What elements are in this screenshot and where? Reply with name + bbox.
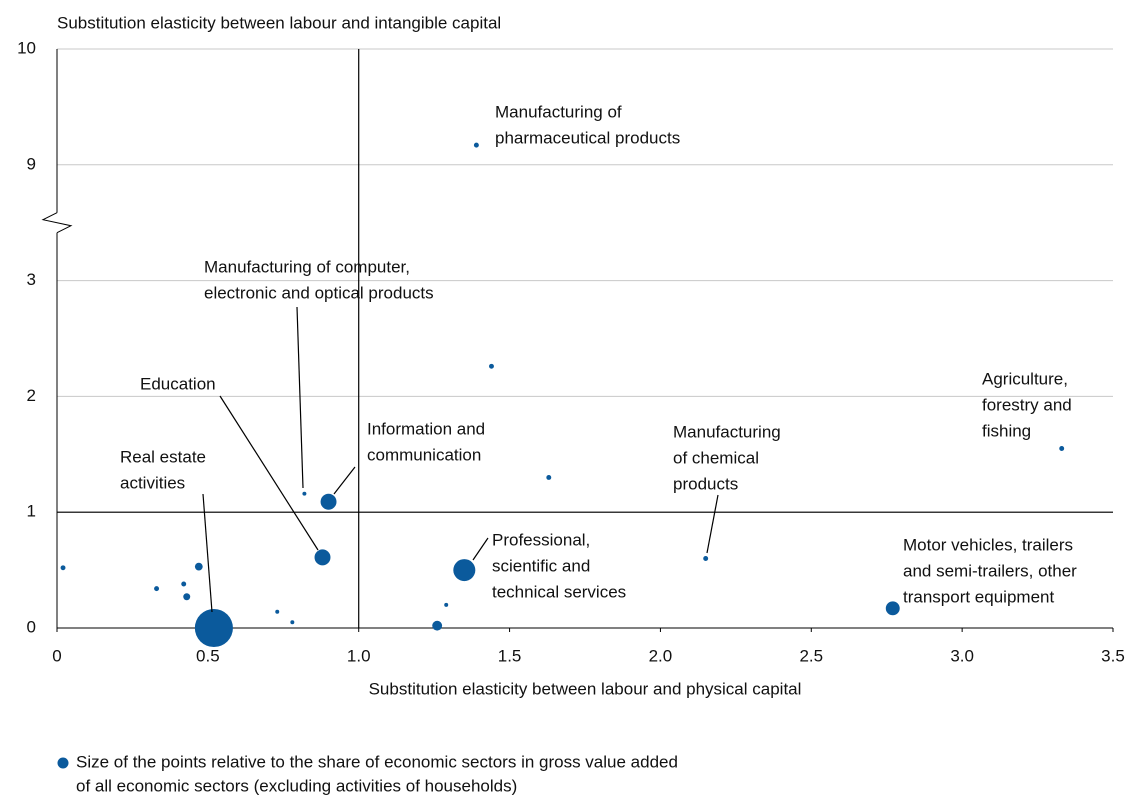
data-point xyxy=(473,142,479,148)
data-point xyxy=(546,475,552,480)
data-point xyxy=(154,586,160,592)
annotation: Real estate xyxy=(120,447,206,466)
data-point xyxy=(320,493,337,510)
x-tick-label: 0.5 xyxy=(196,646,220,665)
y-tick-label: 9 xyxy=(27,154,36,173)
x-tick-label: 2.0 xyxy=(649,646,673,665)
leader-line xyxy=(219,395,319,551)
annotation: technical services xyxy=(492,582,626,601)
data-point xyxy=(275,609,280,614)
annotation: Manufacturing xyxy=(673,422,781,441)
annotation: fishing xyxy=(982,421,1031,440)
x-tick-label: 1.5 xyxy=(498,646,522,665)
annotation: scientific and xyxy=(492,556,590,575)
data-point xyxy=(489,363,494,369)
y-tick-label: 3 xyxy=(27,270,36,289)
data-point xyxy=(194,608,233,648)
annotation: Motor vehicles, trailers xyxy=(903,535,1073,554)
legend-note: of all economic sectors (excluding activ… xyxy=(76,776,517,795)
annotation: Manufacturing of xyxy=(495,102,622,121)
annotation: Agriculture, xyxy=(982,369,1068,388)
leader-line xyxy=(706,494,719,554)
legend-note: Size of the points relative to the share… xyxy=(76,752,678,771)
x-tick-label: 1.0 xyxy=(347,646,371,665)
data-point xyxy=(703,556,709,561)
annotation: Manufacturing of computer, xyxy=(204,257,410,276)
y-tick-label: 1 xyxy=(27,502,36,521)
x-tick-label: 3.5 xyxy=(1101,646,1125,665)
data-point xyxy=(444,602,449,607)
data-point xyxy=(453,559,476,582)
x-tick-label: 0 xyxy=(52,646,61,665)
y-axis-label: Substitution elasticity between labour a… xyxy=(57,13,501,32)
y-tick-label: 10 xyxy=(17,38,36,57)
y-tick-label: 2 xyxy=(27,386,36,405)
annotation: activities xyxy=(120,473,185,492)
data-point xyxy=(885,601,900,616)
annotation: transport equipment xyxy=(903,587,1054,606)
annotation: Education xyxy=(140,374,216,393)
annotation: Professional, xyxy=(492,530,590,549)
data-point xyxy=(183,593,191,601)
x-tick-label: 2.5 xyxy=(799,646,823,665)
data-point xyxy=(60,565,66,571)
annotation: of chemical xyxy=(673,448,759,467)
y-tick-label: 0 xyxy=(27,617,36,636)
data-point xyxy=(181,581,187,587)
annotation: communication xyxy=(367,445,481,464)
data-point xyxy=(1059,446,1065,451)
leader-line xyxy=(333,466,356,495)
axis-break xyxy=(41,212,73,234)
x-tick-label: 3.0 xyxy=(950,646,974,665)
legend-marker xyxy=(57,757,69,769)
leader-line xyxy=(472,537,489,561)
data-point xyxy=(302,491,307,496)
data-point xyxy=(290,620,295,625)
x-axis-label: Substitution elasticity between labour a… xyxy=(369,679,802,698)
leader-line xyxy=(296,306,304,489)
data-point xyxy=(432,620,443,631)
leader-line xyxy=(202,493,213,613)
annotation: electronic and optical products xyxy=(204,283,434,302)
data-point xyxy=(194,562,203,571)
annotation: pharmaceutical products xyxy=(495,128,680,147)
annotation: forestry and xyxy=(982,395,1072,414)
annotation: Information and xyxy=(367,419,485,438)
annotation: products xyxy=(673,474,738,493)
annotation: and semi-trailers, other xyxy=(903,561,1077,580)
data-point xyxy=(314,549,331,566)
